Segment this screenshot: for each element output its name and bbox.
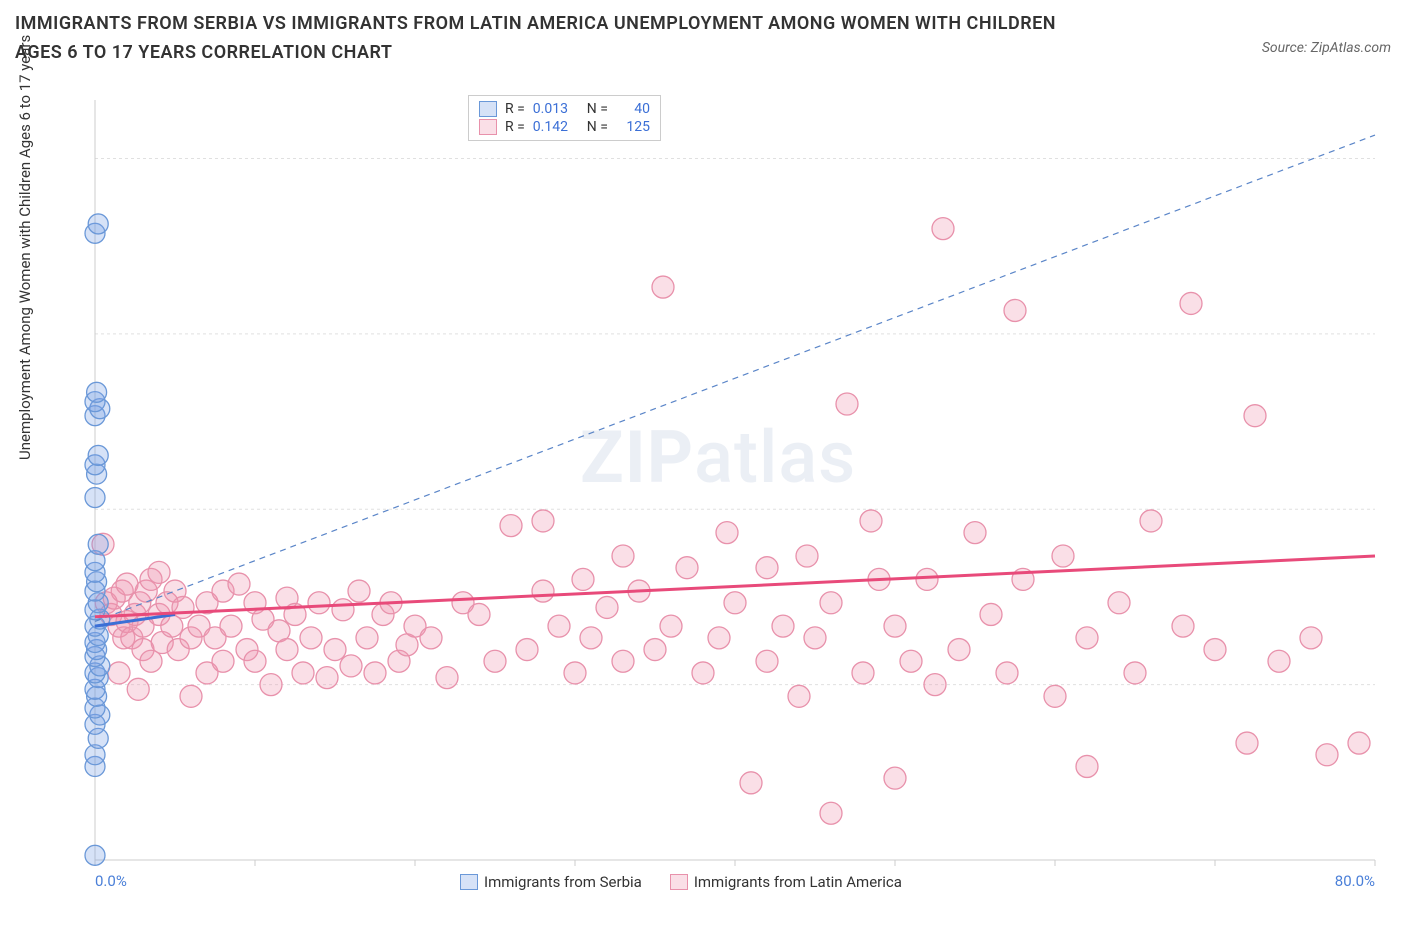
legend-series: Immigrants from Serbia Immigrants from La… [460, 873, 902, 891]
legend-series-item: Immigrants from Latin America [670, 873, 902, 891]
r-label: R = [505, 101, 525, 117]
source-label: Source: ZipAtlas.com [1262, 40, 1391, 56]
scatter-plot: 7.5%22.5%0.0%80.0% ZIPatlas R =0.013N =4… [60, 95, 1380, 895]
legend-swatch [479, 101, 497, 117]
legend-series-label: Immigrants from Serbia [484, 873, 642, 891]
legend-stat-row: R = 0.142 N = 125 [479, 118, 650, 136]
svg-text:0.0%: 0.0% [95, 872, 127, 890]
n-label: N = [587, 119, 608, 135]
legend-swatch [479, 119, 497, 135]
legend-correlation: R = 0.013 N = 40 R = 0.142 N = 125 [468, 95, 661, 141]
n-value: 125 [616, 119, 650, 135]
r-value: 0.142 [533, 119, 579, 135]
svg-text:80.0%: 80.0% [1335, 872, 1375, 890]
chart-svg: 7.5%22.5%0.0%80.0% [60, 95, 1380, 895]
r-value: 0.013 [533, 101, 579, 117]
n-label: N = [587, 101, 608, 117]
chart-title: IMMIGRANTS FROM SERBIA VS IMMIGRANTS FRO… [15, 10, 1095, 68]
legend-stat-row: R = 0.013 N = 40 [479, 100, 650, 118]
legend-swatch [670, 874, 688, 890]
n-value: 40 [616, 101, 650, 117]
legend-series-item: Immigrants from Serbia [460, 873, 642, 891]
y-axis-label: Unemployment Among Women with Children A… [16, 35, 34, 460]
r-label: R = [505, 119, 525, 135]
legend-swatch [460, 874, 478, 890]
legend-series-label: Immigrants from Latin America [694, 873, 902, 891]
